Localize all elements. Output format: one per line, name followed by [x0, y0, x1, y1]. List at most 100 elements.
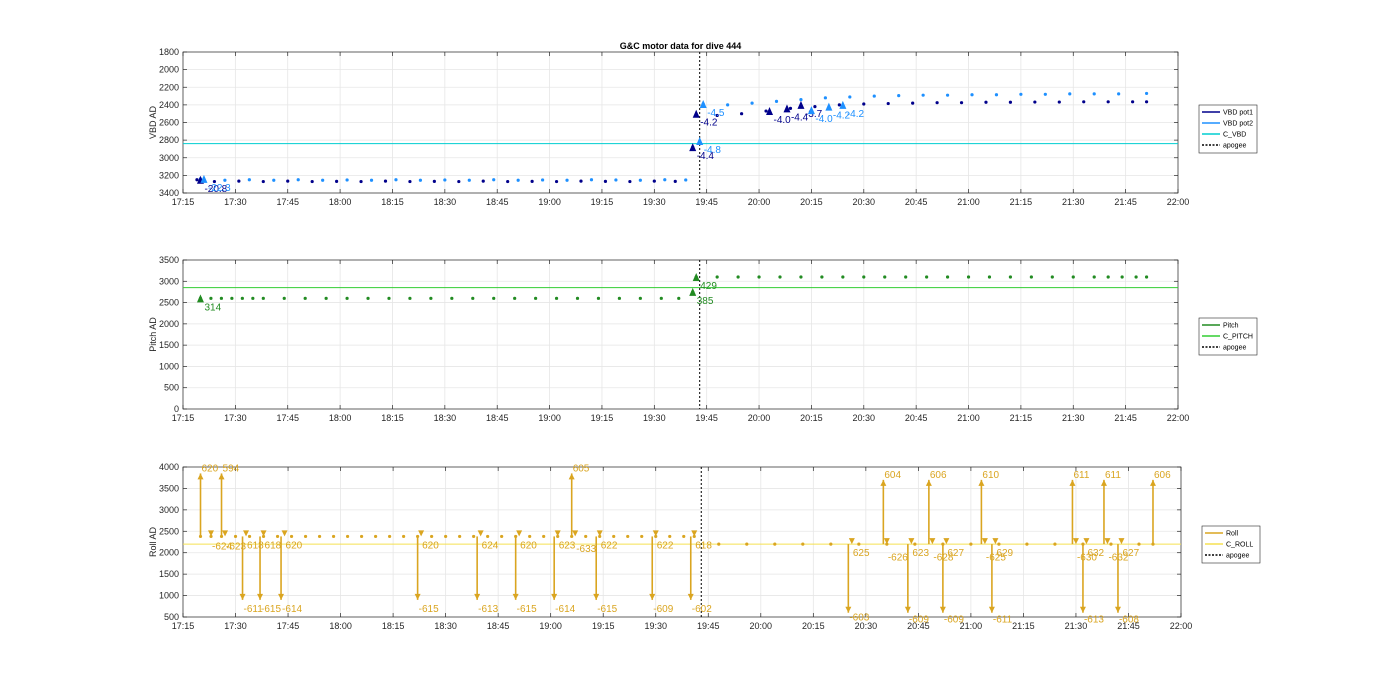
data-point-pitch	[1029, 275, 1033, 279]
data-point-roll	[289, 534, 294, 539]
data-point-vbd-pot2	[945, 93, 950, 97]
x-tick-label: 20:30	[853, 197, 876, 207]
roll-move-label: 629	[996, 548, 1013, 559]
data-point-roll	[345, 534, 350, 539]
roll-move-label: 622	[657, 540, 674, 551]
roll-move-label: -626	[888, 552, 908, 563]
annotation-marker	[797, 100, 805, 109]
data-point-roll	[444, 534, 448, 539]
annotation-marker	[783, 104, 791, 113]
x-tick-label: 17:45	[276, 197, 299, 207]
data-point-vbd-pot1	[788, 106, 793, 110]
x-tick-label: 21:45	[1114, 413, 1137, 423]
annotation-marker	[689, 287, 697, 296]
x-tick-label: 18:30	[434, 197, 457, 207]
roll-move-label: 618	[247, 540, 264, 551]
roll-arrowhead	[477, 530, 484, 537]
data-point-pitch	[1050, 275, 1054, 279]
data-point-vbd-pot1	[579, 179, 583, 183]
data-point-pitch	[219, 296, 224, 300]
x-tick-label: 17:45	[276, 413, 299, 423]
data-point-vbd-pot2	[799, 97, 803, 102]
data-point-vbd-pot1	[383, 179, 388, 183]
data-point-vbd-pot1	[286, 179, 290, 183]
x-tick-label: 19:15	[591, 413, 614, 423]
data-point-roll	[682, 534, 686, 539]
x-tick-label: 18:00	[329, 413, 352, 423]
data-point-pitch	[209, 296, 213, 300]
data-point-roll	[773, 542, 777, 546]
legend-entry-label: apogee	[1226, 553, 1249, 560]
data-point-vbd-pot1	[764, 109, 768, 113]
data-point-roll	[941, 542, 945, 546]
x-tick-label: 18:45	[486, 197, 509, 207]
x-tick-label: 21:30	[1062, 413, 1085, 423]
data-point-roll	[317, 534, 322, 539]
data-point-roll	[472, 534, 476, 539]
roll-move-label: 606	[930, 470, 947, 481]
x-tick-label: 19:30	[644, 621, 667, 631]
x-tick-label: 17:30	[224, 413, 247, 423]
roll-move-label: 627	[947, 548, 964, 559]
x-tick-label: 19:00	[538, 413, 561, 423]
data-point-vbd-pot1	[335, 179, 339, 183]
annotation-label: -4.2	[833, 111, 851, 122]
roll-arrowhead	[883, 538, 890, 545]
data-point-roll	[528, 534, 532, 539]
x-tick-label: 20:00	[748, 413, 771, 423]
x-tick-label: 17:15	[172, 413, 195, 423]
data-point-vbd-pot2	[970, 93, 974, 97]
annotation-label: -4.0	[815, 114, 833, 125]
data-point-roll	[1109, 542, 1113, 546]
roll-move-label: -630	[1077, 552, 1097, 563]
data-point-vbd-pot2	[418, 178, 423, 182]
data-point-roll	[388, 534, 392, 539]
roll-move-label: 623	[912, 548, 929, 559]
legend-entry-label: Pitch	[1223, 323, 1239, 330]
roll-arrowhead	[880, 479, 887, 486]
annotation-label: -4.4	[697, 151, 715, 162]
data-point-roll	[584, 534, 588, 539]
data-point-pitch	[450, 296, 454, 300]
data-point-roll	[969, 542, 973, 546]
data-point-vbd-pot1	[530, 179, 534, 183]
x-tick-label: 21:30	[1062, 197, 1085, 207]
roll-arrowhead	[1069, 479, 1076, 486]
data-point-vbd-pot2	[897, 94, 901, 98]
x-tick-label: 21:30	[1065, 621, 1088, 631]
x-tick-label: 17:45	[277, 621, 300, 631]
data-point-pitch	[659, 296, 663, 300]
x-tick-label: 20:30	[853, 413, 876, 423]
data-point-vbd-pot2	[589, 178, 594, 182]
data-point-vbd-pot1	[359, 179, 363, 184]
data-point-roll	[261, 534, 266, 539]
y-tick-label: 2600	[159, 118, 179, 128]
roll-move-label: 620	[520, 540, 537, 551]
data-point-vbd-pot2	[614, 178, 618, 182]
roll-move-label: 618	[265, 540, 282, 551]
roll-arrowhead	[1083, 538, 1090, 545]
data-point-vbd-pot2	[296, 178, 300, 182]
x-tick-label: 18:00	[329, 621, 352, 631]
roll-move-label: -633	[576, 544, 596, 555]
y-tick-label: 0	[174, 404, 179, 414]
x-tick-label: 22:00	[1167, 197, 1190, 207]
data-point-roll	[654, 534, 658, 539]
data-point-pitch	[883, 275, 887, 279]
data-point-roll	[303, 534, 308, 539]
chart-panel-3: 17:15 17:30 17:45 18:00 18:15 18:30 18:45 19:00…	[148, 462, 1261, 631]
x-tick-label: 19:30	[643, 413, 666, 423]
roll-move-label: 623	[559, 540, 576, 551]
data-point-pitch	[324, 296, 328, 300]
data-point-roll	[913, 542, 917, 546]
legend-entry-label: apogee	[1223, 143, 1246, 150]
plot-area	[183, 467, 1181, 617]
legend-box	[1198, 104, 1258, 154]
annotation-label: -4.2	[847, 109, 865, 120]
x-tick-label: 20:45	[905, 413, 928, 423]
roll-move-label: -615	[419, 604, 439, 615]
data-point-vbd-pot2	[1117, 92, 1121, 96]
annotation-marker	[696, 137, 704, 146]
